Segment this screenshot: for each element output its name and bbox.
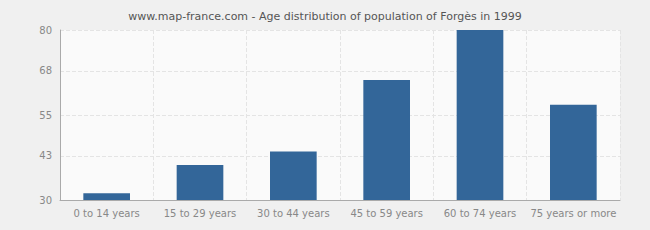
svg-text:0 to 14 years: 0 to 14 years xyxy=(74,208,140,219)
svg-text:30: 30 xyxy=(39,195,52,206)
svg-text:60 to 74 years: 60 to 74 years xyxy=(444,208,517,219)
svg-text:45 to 59 years: 45 to 59 years xyxy=(350,208,423,219)
svg-text:30 to 44 years: 30 to 44 years xyxy=(257,208,330,219)
svg-text:80: 80 xyxy=(39,25,52,36)
svg-text:www.map-france.com - Age distr: www.map-france.com - Age distribution of… xyxy=(128,10,521,23)
svg-text:43: 43 xyxy=(39,150,52,161)
svg-text:15 to 29 years: 15 to 29 years xyxy=(164,208,237,219)
svg-text:68: 68 xyxy=(39,65,52,76)
svg-text:75 years or more: 75 years or more xyxy=(530,208,616,219)
svg-text:55: 55 xyxy=(39,110,52,121)
